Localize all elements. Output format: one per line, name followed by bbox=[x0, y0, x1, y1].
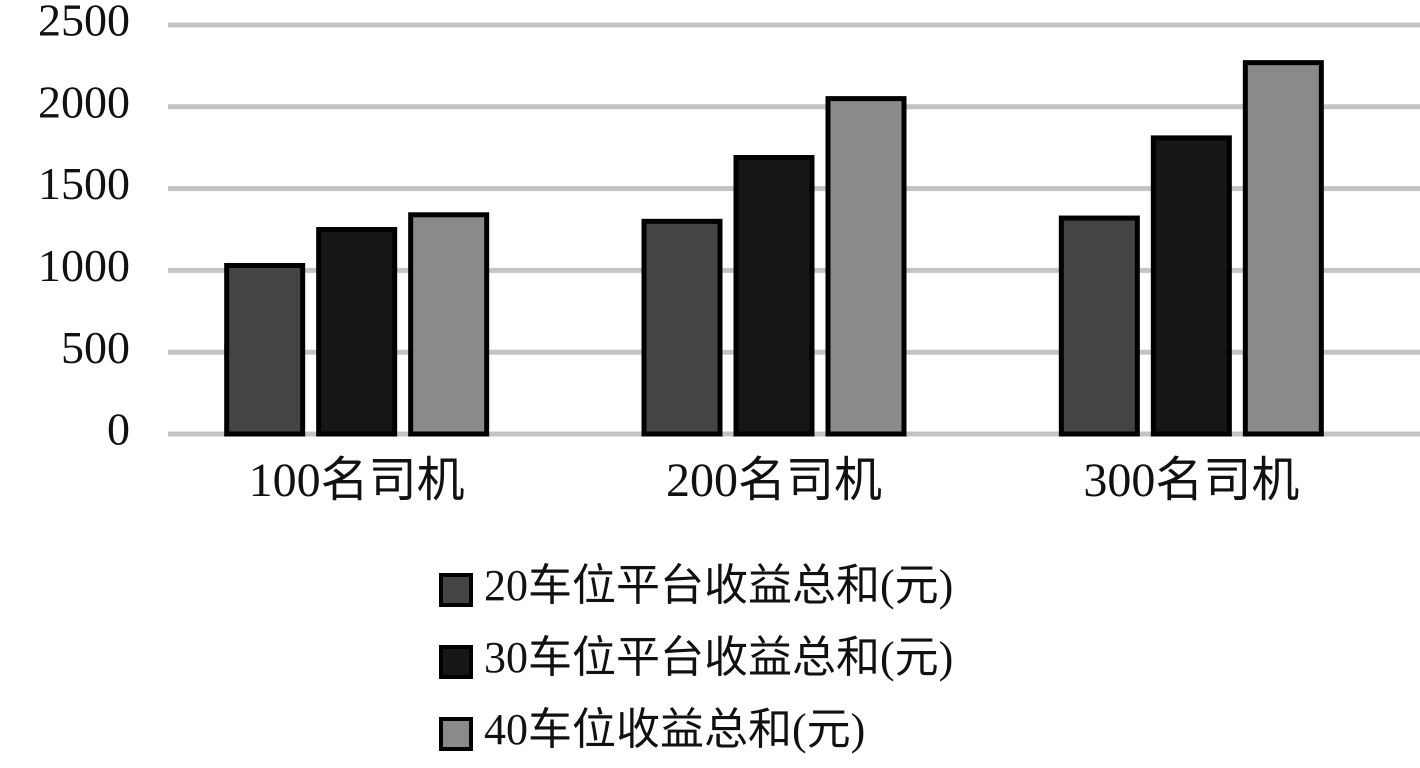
legend-swatch bbox=[439, 573, 473, 607]
bar bbox=[1242, 60, 1324, 437]
y-tick-label: 1000 bbox=[38, 240, 130, 291]
legend-label: 20车位平台收益总和(元) bbox=[484, 561, 953, 610]
bar bbox=[825, 96, 907, 437]
y-tick-label: 2000 bbox=[38, 76, 130, 127]
x-tick-label: 200名司机 bbox=[666, 454, 882, 507]
bar bbox=[408, 212, 490, 437]
bar bbox=[733, 155, 815, 437]
y-tick-label: 1500 bbox=[38, 158, 130, 209]
bar bbox=[316, 227, 398, 437]
y-tick-label: 0 bbox=[107, 404, 130, 455]
bar bbox=[1150, 135, 1232, 437]
x-tick-label: 300名司机 bbox=[1083, 454, 1299, 507]
legend-swatch bbox=[439, 645, 473, 679]
bar bbox=[224, 262, 306, 437]
x-tick-label: 100名司机 bbox=[249, 454, 465, 507]
bar bbox=[1058, 215, 1140, 437]
y-tick-label: 500 bbox=[61, 322, 130, 373]
legend-swatch bbox=[439, 717, 473, 751]
y-tick-label: 2500 bbox=[38, 0, 130, 46]
legend-label: 30车位平台收益总和(元) bbox=[484, 633, 953, 682]
bar bbox=[641, 218, 723, 437]
legend-label: 40车位收益总和(元) bbox=[484, 705, 865, 754]
